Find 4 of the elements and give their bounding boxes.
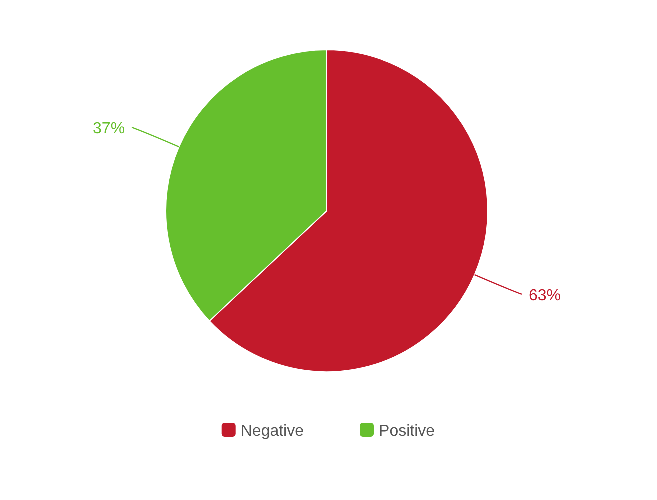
legend-label: Positive [379,423,436,440]
data-label: 63% [528,287,561,304]
data-label: 37% [93,120,126,138]
legend-label: Negative [240,423,304,440]
